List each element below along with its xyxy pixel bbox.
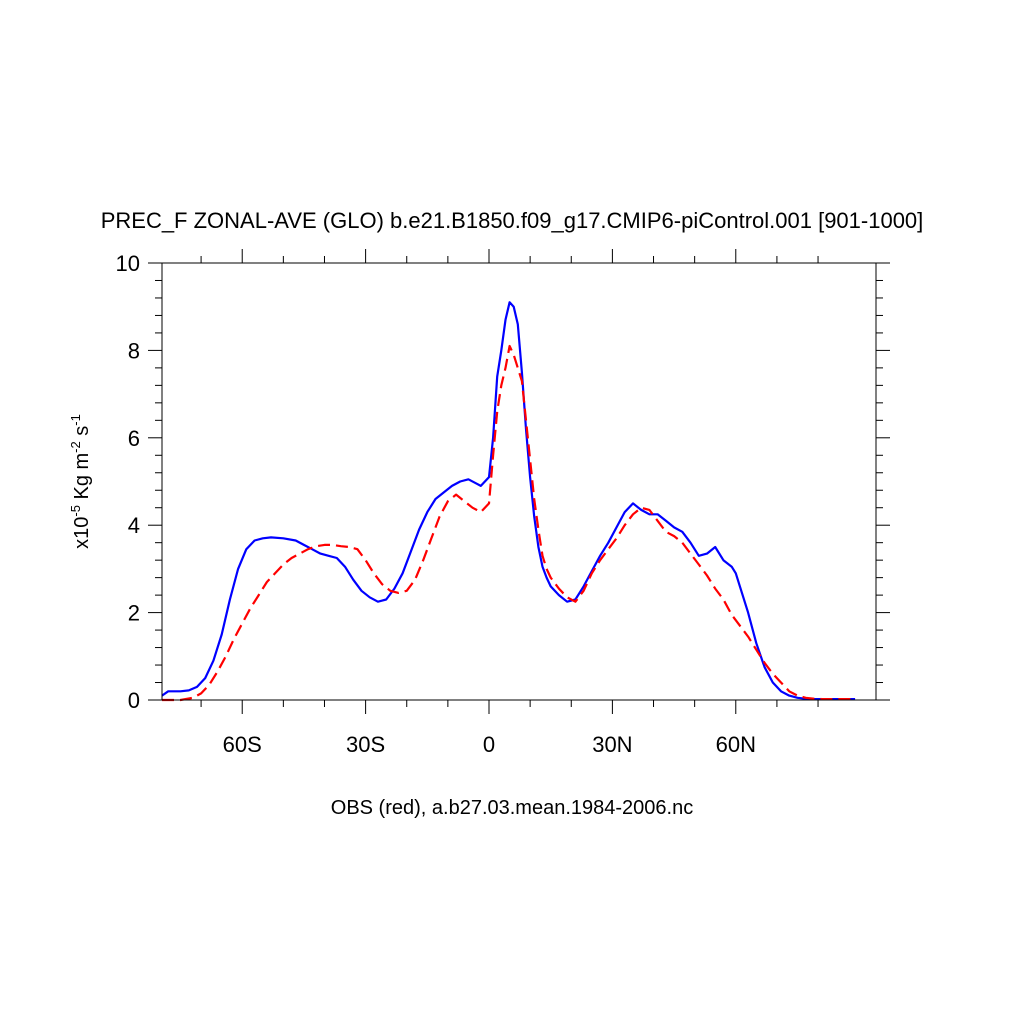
y-tick-label: 0 [128, 688, 140, 713]
y-tick-label: 10 [116, 251, 140, 276]
y-label-base: x10 [71, 517, 93, 549]
y-label-exp2: -2 [68, 441, 83, 453]
y-tick-label: 4 [128, 513, 140, 538]
y-tick-label: 6 [128, 426, 140, 451]
x-tick-label: 60S [223, 732, 262, 757]
y-label-exp3: -1 [68, 414, 83, 426]
tick-labels: 0 2 4 6 8 10 60S 30S 0 30N 60N [116, 251, 756, 757]
obs-series-line [162, 344, 856, 702]
x-tick-label: 0 [483, 732, 495, 757]
model-series-line [161, 301, 856, 701]
x-tick-label: 30S [346, 732, 385, 757]
footnote: OBS (red), a.b27.03.mean.1984-2006.nc [331, 797, 693, 819]
y-tick-label: 2 [128, 601, 140, 626]
axis-ticks [148, 249, 890, 714]
x-tick-label: 30N [592, 732, 632, 757]
y-tick-label: 8 [128, 338, 140, 363]
y-axis-title: x10-5 Kg m-2 s-1 [68, 414, 93, 549]
series-layer [161, 301, 856, 702]
y-label-unit1: Kg m [71, 453, 93, 505]
x-tick-label: 60N [716, 732, 756, 757]
plot-frame [161, 262, 877, 701]
y-label-unit2: s [71, 426, 93, 442]
chart-title: PREC_F ZONAL-AVE (GLO) b.e21.B1850.f09_g… [101, 208, 924, 233]
y-label-exp1: -5 [68, 505, 83, 517]
